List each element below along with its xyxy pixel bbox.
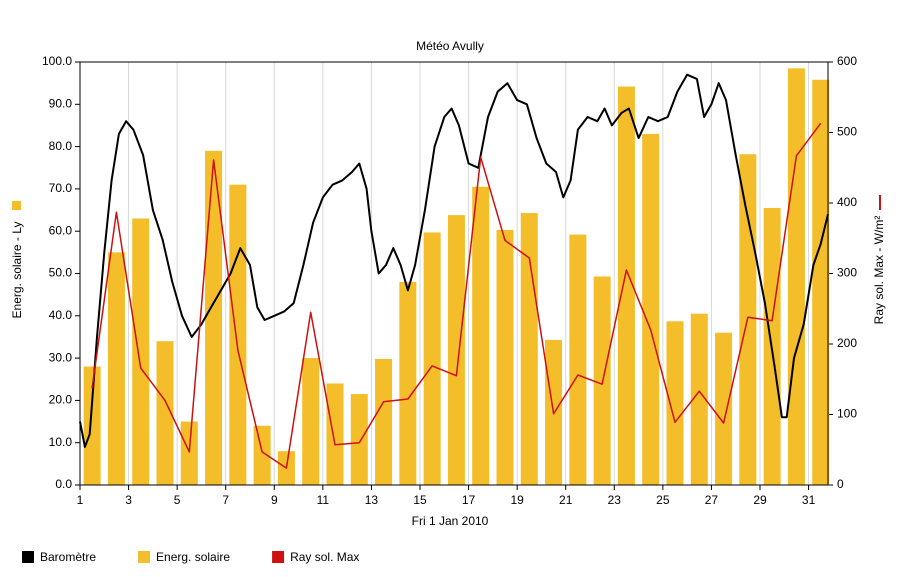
- line: [79, 73, 829, 448]
- legend-swatch: [272, 551, 285, 563]
- bar: [787, 68, 805, 485]
- y-tick-label: 60.0: [49, 223, 73, 237]
- x-tick-label: 3: [125, 493, 132, 507]
- bar: [180, 421, 198, 485]
- bar: [205, 150, 223, 485]
- y2-tick-label: 0: [837, 477, 844, 491]
- bar: [156, 341, 174, 485]
- legend-label: Ray sol. Max: [290, 550, 359, 564]
- bar: [496, 229, 514, 485]
- x-tick-label: 31: [802, 493, 816, 507]
- plot-frame: [79, 61, 829, 486]
- y2-tick-label: 100: [837, 407, 857, 421]
- legend-label: Energ. solaire: [156, 550, 230, 564]
- bar: [83, 366, 101, 485]
- y-tick-label: 30.0: [49, 350, 73, 364]
- y-tick-label: 100.0: [42, 54, 72, 68]
- x-tick-label: 21: [559, 493, 573, 507]
- y2-tick-label: 600: [837, 54, 857, 68]
- bar: [812, 79, 830, 486]
- x-tick-label: 25: [656, 493, 670, 507]
- x-tick-label: 7: [222, 493, 229, 507]
- y2-tick-label: 500: [837, 125, 857, 139]
- bar: [642, 133, 660, 485]
- y-tick-label: 50.0: [49, 266, 73, 280]
- y2-tick-label: 200: [837, 336, 857, 350]
- x-tick-label: 11: [317, 493, 330, 507]
- x-tick-label: 5: [174, 493, 181, 507]
- bar: [569, 234, 587, 485]
- y-axis-swatch: [12, 201, 21, 210]
- bar: [617, 86, 635, 485]
- y-tick-label: 90.0: [49, 96, 73, 110]
- y2-axis-label: Ray sol. Max - W/m²: [872, 216, 886, 325]
- bar: [326, 383, 344, 485]
- x-axis-label: Fri 1 Jan 2010: [412, 514, 489, 528]
- y2-tick-label: 300: [837, 266, 857, 280]
- line: [91, 122, 822, 469]
- bar: [447, 215, 465, 485]
- bar: [715, 332, 733, 485]
- bar: [132, 218, 150, 485]
- x-tick-label: 15: [413, 493, 427, 507]
- bar: [690, 313, 708, 485]
- x-tick-label: 27: [705, 493, 719, 507]
- chart-title: Météo Avully: [416, 39, 484, 53]
- bar: [229, 184, 247, 486]
- y-tick-label: 70.0: [49, 181, 73, 195]
- x-tick-label: 17: [462, 493, 476, 507]
- y-tick-label: 80.0: [49, 139, 73, 153]
- bar: [666, 321, 684, 485]
- y-tick-label: 40.0: [49, 308, 73, 322]
- x-tick-label: 13: [365, 493, 379, 507]
- bar: [375, 358, 393, 485]
- x-tick-label: 23: [608, 493, 622, 507]
- x-tick-label: 19: [510, 493, 524, 507]
- legend-swatch: [22, 551, 34, 563]
- y-axis-label: Energ. solaire - Ly: [10, 222, 24, 319]
- bar: [399, 281, 417, 485]
- y-tick-label: 10.0: [49, 435, 73, 449]
- bar: [302, 358, 320, 485]
- x-tick-label: 9: [271, 493, 278, 507]
- bar: [472, 186, 490, 485]
- y2-tick-label: 400: [837, 195, 857, 209]
- bar: [107, 252, 125, 485]
- y-tick-label: 20.0: [49, 393, 73, 407]
- y-tick-label: 0.0: [55, 477, 72, 491]
- legend-label: Baromètre: [40, 550, 96, 564]
- x-tick-label: 1: [77, 493, 84, 507]
- bar: [253, 425, 271, 485]
- bar: [350, 394, 368, 485]
- bar: [423, 232, 441, 485]
- x-tick-label: 29: [753, 493, 767, 507]
- legend-swatch: [138, 551, 151, 563]
